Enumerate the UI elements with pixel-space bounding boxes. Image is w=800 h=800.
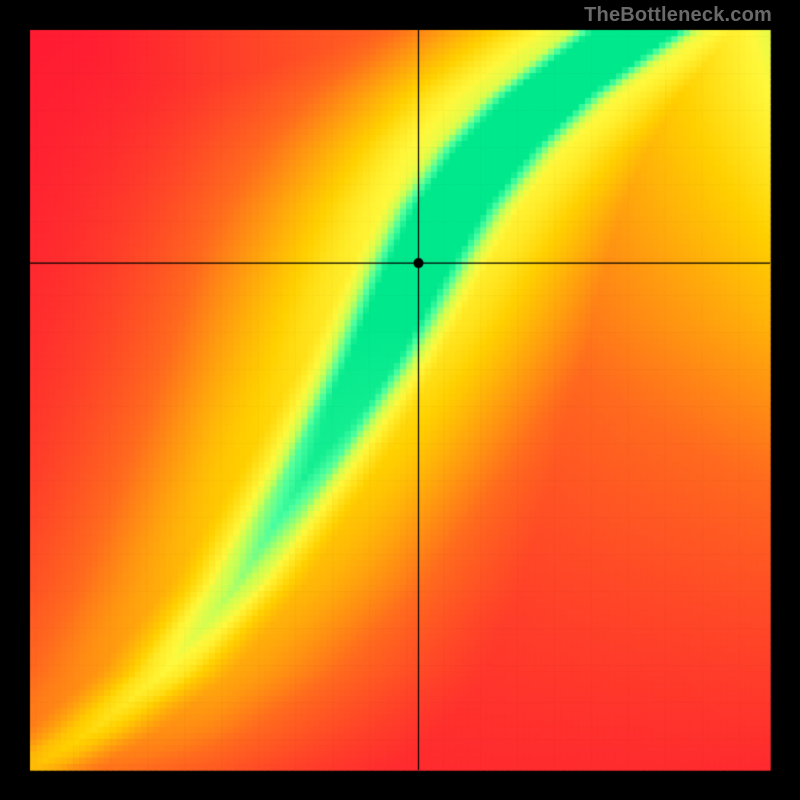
heatmap-canvas: [0, 0, 800, 800]
chart-container: TheBottleneck.com: [0, 0, 800, 800]
watermark-text: TheBottleneck.com: [584, 4, 772, 27]
